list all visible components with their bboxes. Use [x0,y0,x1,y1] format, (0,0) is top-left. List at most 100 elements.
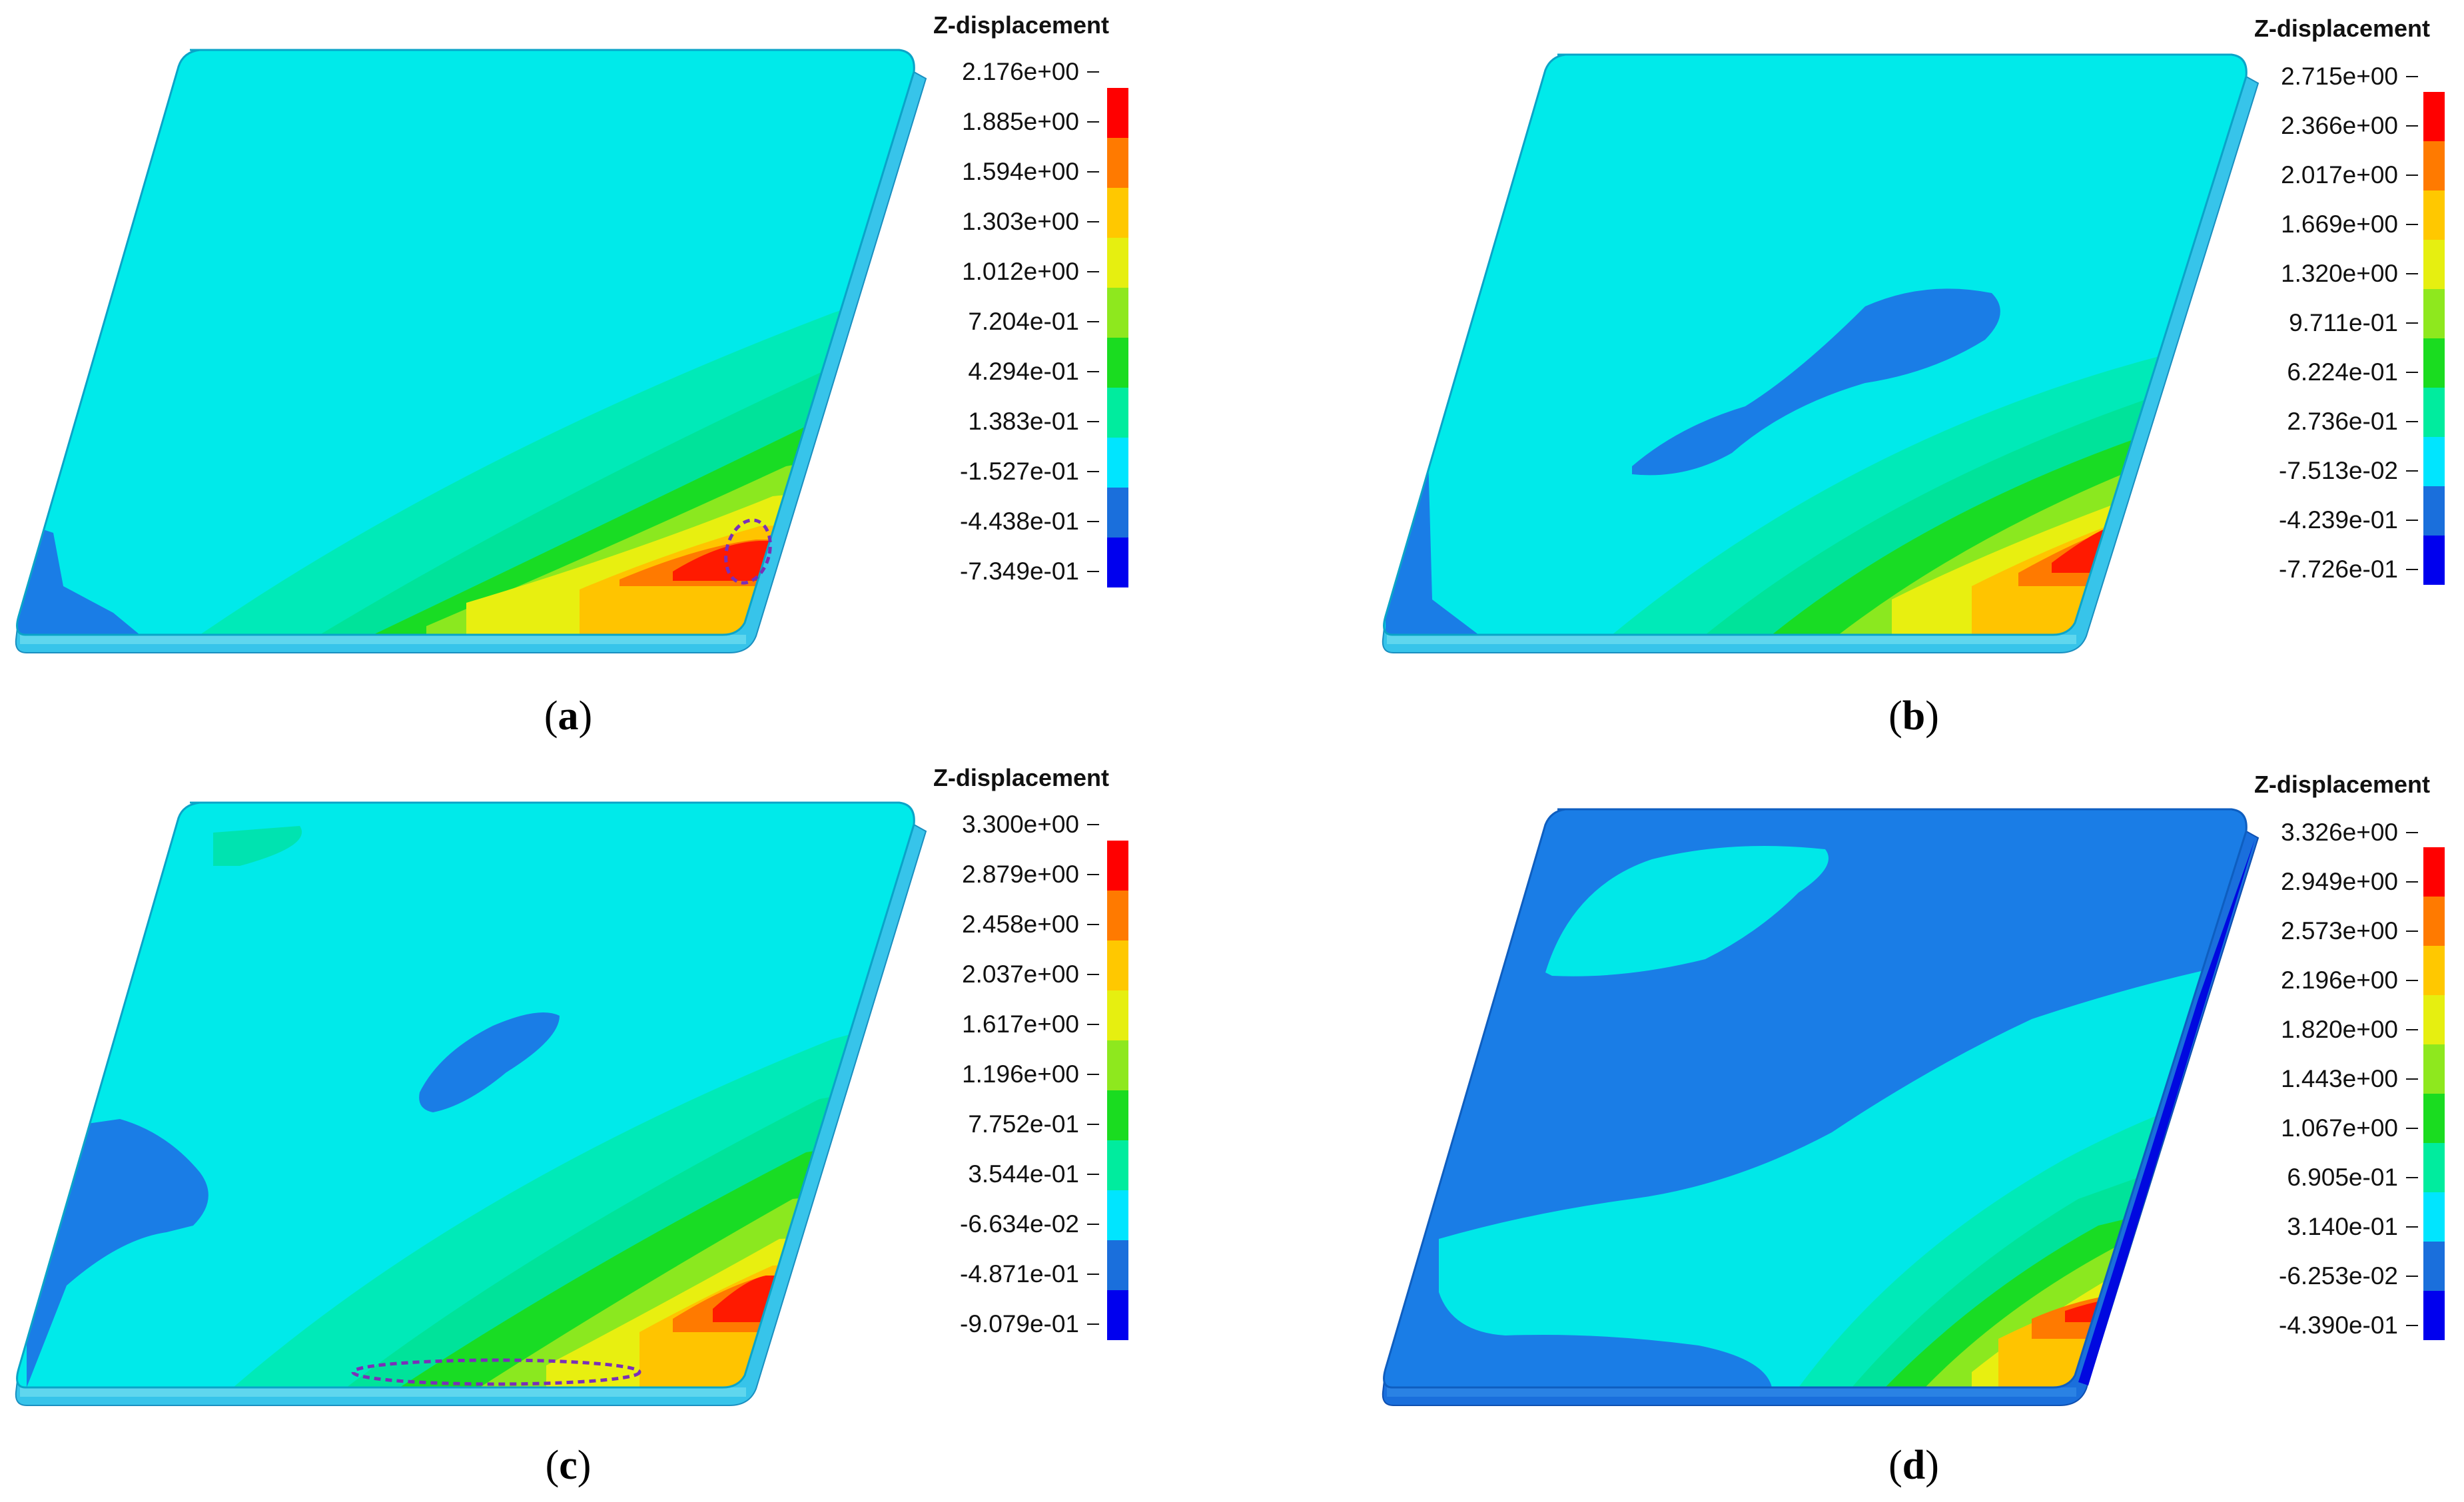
legend-tick-label: -4.871e-01 [960,1260,1079,1288]
legend-tick-label: 2.879e+00 [962,861,1079,888]
colorbar-swatch [1107,990,1128,1040]
colorbar-swatch [1107,338,1128,388]
legend-tick-label: 1.885e+00 [962,108,1079,135]
colorbar-legend: Z-displacement 3.300e+00 2.879e+00 2.458e+… [933,764,1128,1340]
legend-tick-label: 2.949e+00 [2281,868,2398,895]
colorbar-swatch [1107,891,1128,940]
caption-a: (a) [544,693,592,739]
legend-tick-label: 1.443e+00 [2281,1065,2398,1092]
legend-tick-label: 1.067e+00 [2281,1114,2398,1142]
legend-tick-label: -1.527e-01 [960,458,1079,485]
colorbar [2423,847,2445,1340]
legend-tick-label: 4.294e-01 [968,358,1079,385]
legend-title: Z-displacement [2254,771,2430,798]
legend-title: Z-displacement [933,11,1109,39]
colorbar-swatch [2423,1143,2445,1192]
contour-blue-blob [419,1012,560,1112]
contour-cyan-topleft [1545,846,1829,976]
colorbar-swatch [1107,388,1128,438]
colorbar-swatch [2423,1044,2445,1094]
plate-outline [1383,808,2248,1389]
panel-a: Z-displacement 2.176e+00 1.885e+00 1.594e+… [15,11,1128,739]
plate-edge-deepblue [2078,839,2255,1385]
legend-tick-label: 1.383e-01 [968,408,1079,435]
legend-tick-label: 3.300e+00 [962,811,1079,838]
legend-tick-label: 2.176e+00 [962,58,1079,85]
legend-tick-label: -4.239e-01 [2279,506,2398,534]
legend-tick-label: 1.820e+00 [2281,1016,2398,1043]
colorbar-swatch [2423,536,2445,585]
legend-tick-label: 2.573e+00 [2281,917,2398,944]
colorbar-swatch [2423,388,2445,437]
legend-tick-label: -6.253e-02 [2279,1262,2398,1290]
legend-tick-label: -6.634e-02 [960,1210,1079,1238]
colorbar-swatch [1107,1140,1128,1190]
colorbar-swatch [2423,141,2445,190]
contour-blue-corner [17,520,140,635]
colorbar-swatch [1107,940,1128,990]
colorbar-swatch [2423,1192,2445,1242]
legend-tick-labels: 3.326e+00 2.949e+00 2.573e+00 2.196e+00 1.82… [2279,819,2418,1339]
colorbar-swatch [1107,1190,1128,1240]
panel-b: Z-displacement 2.715e+00 2.366e+00 2.017e+… [1382,15,2445,739]
colorbar-swatch [1107,1040,1128,1090]
legend-title: Z-displacement [933,764,1109,791]
colorbar-swatch [2423,92,2445,141]
legend-tick-label: 9.711e-01 [2289,309,2398,336]
plate-edge-strip [20,635,746,644]
colorbar-swatch [2423,1094,2445,1143]
colorbar-swatch [1107,188,1128,238]
legend-tick-label: 7.752e-01 [968,1110,1079,1138]
colorbar-swatch [1107,138,1128,188]
colorbar-swatch [2423,338,2445,388]
colorbar-legend: Z-displacement 2.715e+00 2.366e+00 2.017e+… [2254,15,2445,585]
colorbar-swatch [2423,995,2445,1044]
legend-tick-label: 2.715e+00 [2281,63,2398,90]
legend-tick-label: 6.905e-01 [2287,1164,2398,1191]
legend-tick-label: 1.617e+00 [962,1010,1079,1038]
legend-tick-label: 1.320e+00 [2281,260,2398,287]
plate-edge-strip [20,1387,746,1397]
colorbar-swatch [2423,847,2445,897]
colorbar-swatch [2423,190,2445,240]
legend-tick-label: 6.224e-01 [2287,358,2398,386]
legend-tick-label: 1.303e+00 [962,208,1079,235]
legend-tick-label: -7.513e-02 [2279,457,2398,484]
colorbar-swatch [1107,1290,1128,1340]
colorbar-swatch [1107,238,1128,288]
plate-outline [16,49,915,636]
legend-tick-labels: 2.176e+00 1.885e+00 1.594e+00 1.303e+00 1.01… [960,58,1099,585]
legend-tick-label: 2.017e+00 [2281,161,2398,188]
colorbar-legend: Z-displacement 2.176e+00 1.885e+00 1.594e+… [933,11,1128,587]
legend-tick-label: 3.140e-01 [2287,1213,2398,1240]
legend-tick-label: -7.349e-01 [960,558,1079,585]
colorbar-swatch [2423,240,2445,289]
legend-tick-label: 1.669e+00 [2281,210,2398,238]
colorbar-swatch [2423,486,2445,536]
legend-tick-label: 1.196e+00 [962,1060,1079,1088]
colorbar-swatch [2423,897,2445,946]
plate-outline [16,801,915,1389]
legend-tick-label: -4.438e-01 [960,508,1079,535]
contour-blue-blob [1632,288,2000,476]
plate-edge-strip [1387,1387,2076,1397]
legend-tick-label: 2.196e+00 [2281,966,2398,994]
colorbar-swatch [2423,289,2445,338]
legend-tick-label: 3.326e+00 [2281,819,2398,846]
colorbar-swatch [1107,1240,1128,1290]
colorbar-swatch [2423,437,2445,486]
colorbar-swatch [1107,288,1128,338]
colorbar-swatch [1107,841,1128,891]
caption-d: (d) [1888,1443,1939,1488]
legend-tick-label: 2.037e+00 [962,960,1079,988]
legend-tick-label: 2.366e+00 [2281,112,2398,139]
colorbar-swatch [1107,488,1128,538]
legend-tick-label: 2.458e+00 [962,911,1079,938]
legend-tick-label: 3.544e-01 [968,1160,1079,1188]
plate-edge-strip [1387,635,2076,644]
colorbar-legend: Z-displacement 3.326e+00 2.949e+00 2.573e+… [2254,771,2445,1340]
legend-tick-label: 1.012e+00 [962,258,1079,285]
markup-ellipse [724,518,772,585]
legend-tick-label: -4.390e-01 [2279,1312,2398,1339]
